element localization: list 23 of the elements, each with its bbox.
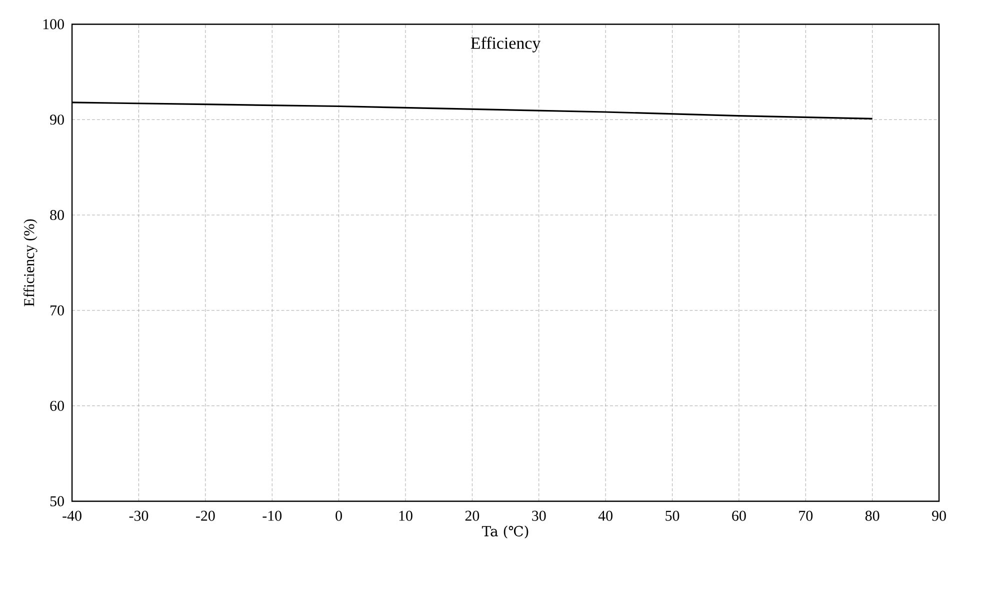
y-tick-label: 50 bbox=[50, 496, 64, 506]
text: Efficiency bbox=[470, 36, 541, 52]
x-tick-label: -40 bbox=[62, 510, 82, 521]
y-tick-label: 90 bbox=[50, 114, 64, 125]
y-tick-label: 100 bbox=[43, 19, 64, 30]
x-tick-label: 50 bbox=[666, 510, 680, 521]
x-tick-label: 40 bbox=[598, 510, 612, 521]
y-tick-label: 70 bbox=[50, 305, 64, 316]
x-tick-label: 80 bbox=[865, 510, 880, 521]
x-tick-label: -20 bbox=[196, 510, 215, 521]
x-tick-label: 20 bbox=[465, 510, 480, 521]
y-axis-title: Efficiency (%) bbox=[24, 219, 38, 306]
x-tick-label: 30 bbox=[532, 510, 546, 521]
y-tick-label: 80 bbox=[50, 210, 64, 220]
x-tick-label: -10 bbox=[262, 510, 282, 521]
x-tick-label: 90 bbox=[932, 510, 946, 521]
x-tick-label: 10 bbox=[399, 510, 412, 521]
x-tick-label: 70 bbox=[799, 510, 813, 521]
x-axis-title: Ta (℃) bbox=[482, 526, 528, 538]
x-tick-label: -30 bbox=[129, 510, 148, 521]
y-tick-label: 60 bbox=[50, 400, 64, 411]
x-tick-label: 0 bbox=[336, 510, 342, 521]
x-tick-label: 60 bbox=[732, 510, 746, 521]
